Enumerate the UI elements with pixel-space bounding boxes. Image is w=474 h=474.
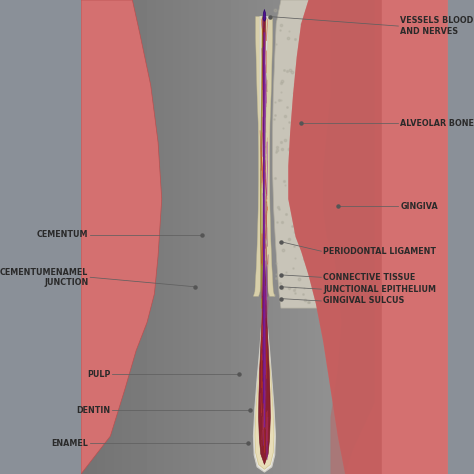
Polygon shape [263, 9, 266, 21]
Polygon shape [254, 17, 275, 472]
Polygon shape [323, 0, 374, 474]
Polygon shape [288, 0, 448, 474]
Polygon shape [255, 18, 274, 469]
Text: PERIODONTAL LIGAMENT: PERIODONTAL LIGAMENT [323, 247, 436, 255]
Text: CEMENTUMENAMEL
JUNCTION: CEMENTUMENAMEL JUNCTION [0, 268, 88, 287]
Text: JUNCTIONAL EPITHELIUM: JUNCTIONAL EPITHELIUM [323, 285, 436, 293]
Polygon shape [254, 17, 263, 296]
Text: DENTIN: DENTIN [76, 406, 110, 414]
Polygon shape [81, 0, 162, 474]
Text: GINGIVA: GINGIVA [400, 202, 438, 210]
Text: CEMENTUM: CEMENTUM [37, 230, 88, 239]
Polygon shape [273, 0, 419, 308]
Text: PULP: PULP [87, 370, 110, 379]
Polygon shape [288, 0, 382, 474]
Text: CONNECTIVE TISSUE: CONNECTIVE TISSUE [323, 273, 415, 282]
Polygon shape [259, 18, 270, 465]
Polygon shape [265, 17, 275, 296]
Text: ALVEOLAR BONE: ALVEOLAR BONE [400, 119, 474, 128]
Text: GINGIVAL SULCUS: GINGIVAL SULCUS [323, 297, 404, 305]
Text: VESSELS BLOOD
AND NERVES: VESSELS BLOOD AND NERVES [400, 17, 474, 36]
Text: ENAMEL: ENAMEL [52, 439, 88, 447]
